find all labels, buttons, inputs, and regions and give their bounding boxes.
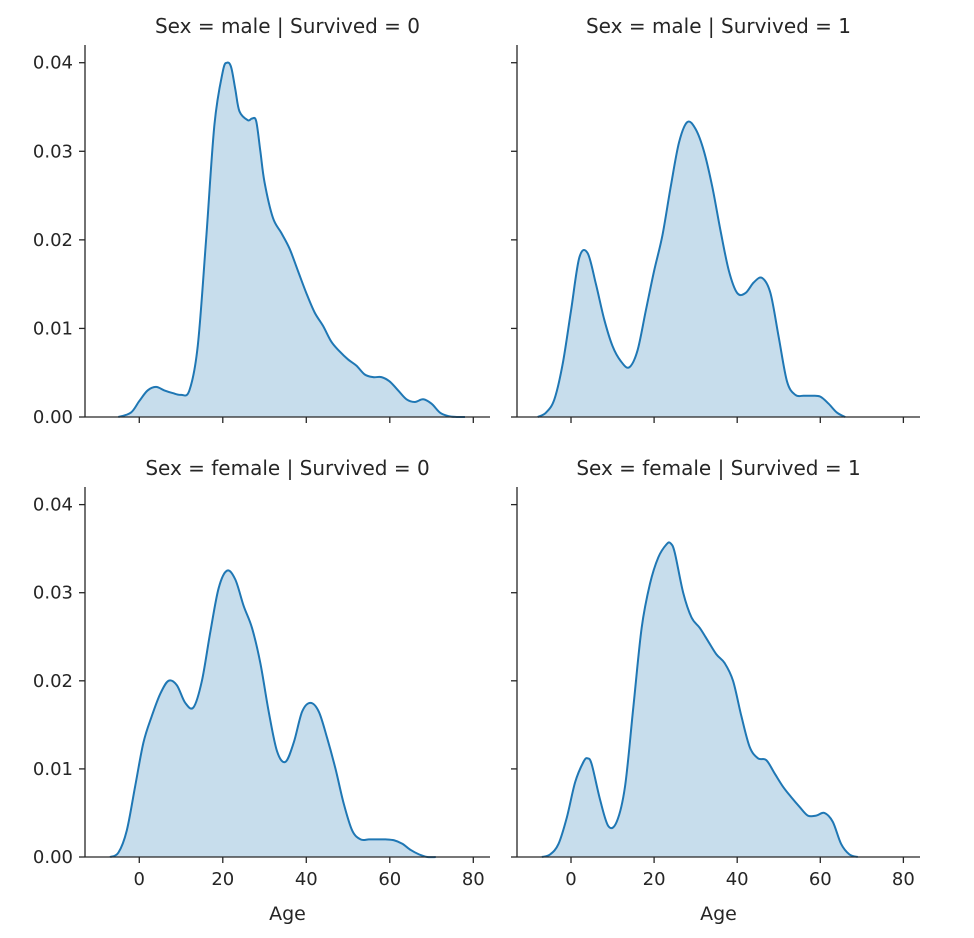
y-tick-label: 0.02 <box>33 230 73 251</box>
y-tick-label: 0.00 <box>33 407 73 428</box>
facet-title: Sex = female | Survived = 1 <box>576 456 860 480</box>
kde-density-line <box>537 120 846 418</box>
y-tick-label: 0.00 <box>33 847 73 868</box>
x-axis-label: Age <box>269 903 306 925</box>
x-tick-label: 20 <box>211 869 234 890</box>
y-tick-label: 0.03 <box>33 583 73 604</box>
facet-title: Sex = male | Survived = 1 <box>586 14 851 38</box>
y-tick-label: 0.02 <box>33 671 73 692</box>
y-tick-label: 0.03 <box>33 141 73 162</box>
kde-density-line <box>118 61 465 419</box>
kde-density-line <box>109 569 436 859</box>
x-tick-label: 80 <box>462 869 485 890</box>
x-tick-label: 0 <box>134 869 145 890</box>
x-tick-label: 0 <box>565 869 576 890</box>
facet-title: Sex = male | Survived = 0 <box>155 14 420 38</box>
facet-panel-1: 0.00 0.01 0.02 0.03 0.04 Sex = male | Survive… <box>33 14 490 428</box>
y-tick-label: 0.04 <box>33 53 73 74</box>
y-tick-label: 0.04 <box>33 495 73 516</box>
facet-panel-3: 0.00 0.01 0.02 0.03 0.04 0 20 40 60 80 Sex = femal… <box>33 456 490 925</box>
kde-density-fill <box>537 121 846 418</box>
y-tick-label: 0.01 <box>33 759 73 780</box>
facet-title: Sex = female | Survived = 0 <box>145 456 429 480</box>
x-tick-label: 80 <box>892 869 915 890</box>
kde-density-fill <box>541 542 858 857</box>
x-axis-label: Age <box>700 903 737 925</box>
kde-density-fill <box>110 570 436 858</box>
y-tick-label: 0.01 <box>33 318 73 339</box>
kde-density-fill <box>118 62 465 418</box>
x-tick-label: 60 <box>378 869 401 890</box>
facet-panel-4: 0 20 40 60 80 Sex = female | Survived = 1 Age <box>511 456 920 925</box>
x-tick-label: 20 <box>643 869 666 890</box>
x-tick-label: 40 <box>295 869 318 890</box>
x-tick-label: 40 <box>726 869 749 890</box>
kde-density-line <box>541 541 858 858</box>
facet-panel-2: Sex = male | Survived = 1 <box>511 14 920 423</box>
x-tick-label: 60 <box>809 869 832 890</box>
